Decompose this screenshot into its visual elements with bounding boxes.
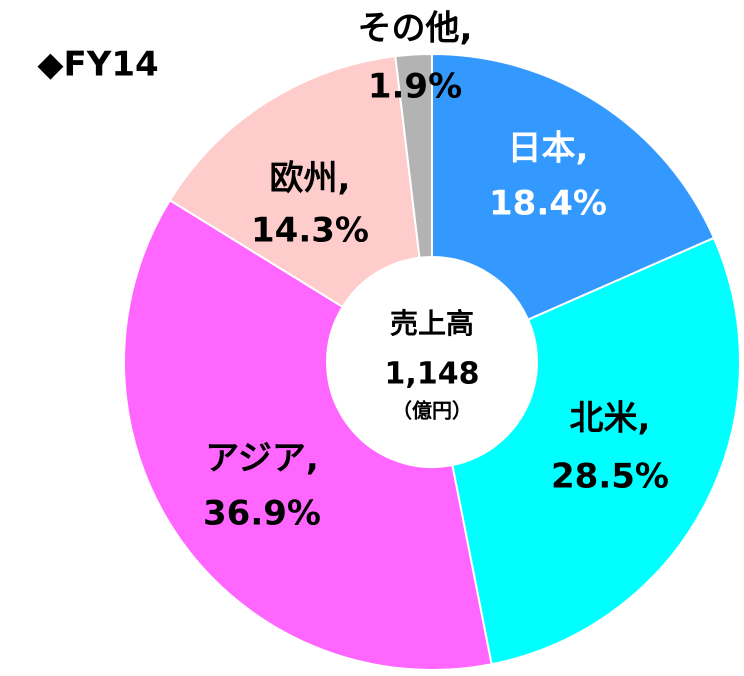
slice [123, 198, 493, 671]
value-label: 14.3% [251, 211, 369, 251]
slice-label: 北米, [570, 399, 651, 439]
slice-label: アジア, [205, 439, 319, 479]
slice [168, 55, 421, 309]
value-label: 36.9% [203, 494, 321, 534]
chart-title: ◆FY14 [37, 45, 158, 85]
center-label: 1,148 [385, 357, 480, 392]
value-label: 18.4% [489, 184, 607, 224]
value-label: 28.5% [551, 457, 669, 497]
slice-label: 日本, [508, 129, 589, 169]
slice [431, 52, 716, 322]
slice-label: その他, [358, 9, 473, 49]
slice [394, 52, 433, 259]
slice [451, 236, 741, 666]
slice-label: 欧州, [270, 159, 351, 199]
center-label: （億円） [392, 399, 472, 423]
value-label: 1.9% [368, 67, 462, 107]
center-label: 売上高 [390, 307, 474, 340]
